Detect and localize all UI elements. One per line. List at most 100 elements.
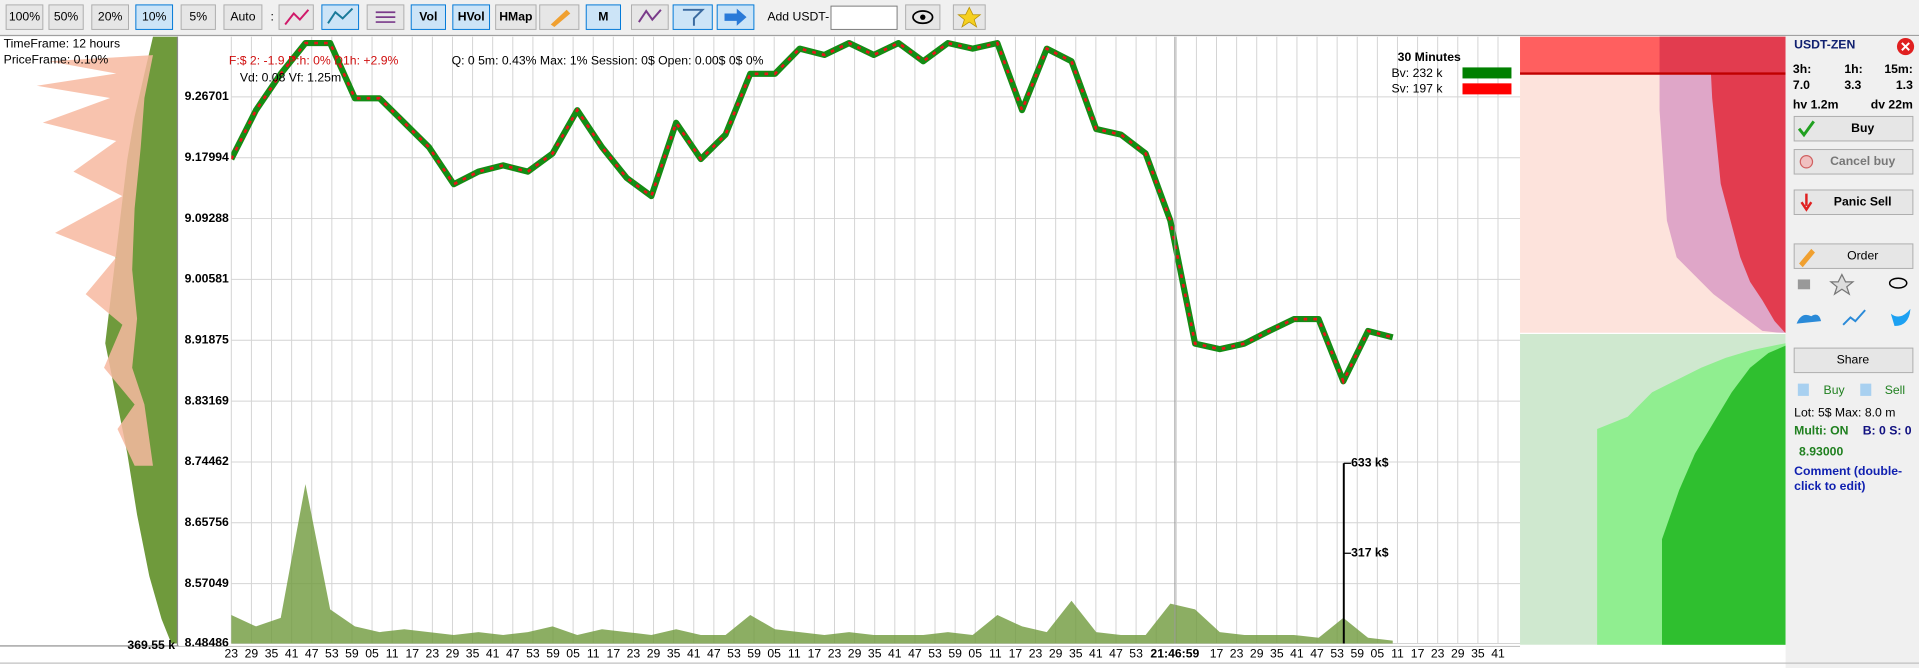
- order-label: Order: [1847, 248, 1878, 262]
- priceframe: PriceFrame: 0.10%: [4, 52, 109, 66]
- zoom-button[interactable]: [180, 4, 216, 30]
- x-tick-label: 29: [245, 647, 259, 661]
- crosshair-label: 21:46:59: [1150, 647, 1199, 661]
- x-tick-label: 11: [587, 647, 600, 661]
- zoom-button[interactable]: [5, 4, 44, 30]
- volume-total: 369.55 k: [127, 638, 175, 652]
- chart: 23 29 35 41 47 53 59 05 11 17 23 29 35 41 47 53 59 05 11 17…: [178, 36, 1521, 661]
- x-tick-label: 35: [265, 647, 279, 661]
- eye-icon[interactable]: [1888, 277, 1908, 289]
- panic-sell-button[interactable]: [1793, 189, 1914, 215]
- zoom-label: 50%: [54, 9, 79, 23]
- zoom-label: 20%: [98, 9, 123, 23]
- comment[interactable]: click to edit): [1794, 479, 1865, 493]
- icon-button[interactable]: [672, 4, 713, 30]
- y-tick-label: 9.17994: [185, 150, 229, 164]
- view-button[interactable]: [452, 4, 491, 30]
- side-panel: USDT-ZEN 3h: 1h: 15m: 7.0 3.3 1.3 hv 1.2…: [1785, 36, 1919, 668]
- mini-sell[interactable]: Sell: [1885, 383, 1905, 397]
- x-tick-label: 05: [1371, 647, 1385, 661]
- order-button[interactable]: [1793, 243, 1914, 269]
- x-tick-label: 35: [667, 647, 681, 661]
- x-tick-label: 47: [305, 647, 319, 661]
- symbol: USDT-ZEN: [1794, 38, 1855, 52]
- x-tick-label: 53: [325, 647, 339, 661]
- mode-button[interactable]: [585, 4, 621, 30]
- zoom-label: 5%: [189, 9, 207, 23]
- x-tick-label: 41: [1491, 647, 1505, 661]
- info-volume: Vd: 0.08 Vf: 1.25m: [240, 71, 341, 85]
- x-tick-label: 17: [1411, 647, 1425, 661]
- y-tick-label: 8.48486: [185, 636, 229, 650]
- price-group: [231, 39, 1394, 385]
- x-tick-label: 29: [848, 647, 862, 661]
- y-tick-label: 8.83169: [185, 393, 229, 407]
- mode-label: M: [598, 9, 608, 23]
- x-tick-label: 59: [948, 647, 962, 661]
- x-tick-label: 35: [868, 647, 882, 661]
- x-tick-label: 29: [1049, 647, 1063, 661]
- icon: [1797, 383, 1809, 396]
- icon: [1800, 193, 1813, 212]
- x-tick-label: 41: [1089, 647, 1103, 661]
- x-tick-label: 47: [506, 647, 520, 661]
- amount-input[interactable]: [830, 5, 898, 30]
- star-icon[interactable]: [1829, 273, 1855, 296]
- x-tick-label: 41: [486, 647, 500, 661]
- period-value: 3.3: [1844, 78, 1861, 92]
- icon: [1797, 120, 1815, 138]
- x-tick-label: 53: [526, 647, 540, 661]
- dv: dv 22m: [1871, 98, 1913, 112]
- view-label: HMap: [499, 9, 532, 23]
- zoom-button[interactable]: [48, 4, 84, 30]
- cloud-icon[interactable]: [1796, 314, 1822, 324]
- view-label: HVol: [458, 9, 485, 23]
- x-tick-label: 29: [1451, 647, 1465, 661]
- x-tick-label: 23: [627, 647, 641, 661]
- share-button[interactable]: [1793, 347, 1914, 374]
- zoom-button[interactable]: [135, 4, 174, 30]
- icon: [682, 8, 705, 26]
- x-tick-label: 29: [446, 647, 460, 661]
- x-tick-label: 29: [1250, 647, 1264, 661]
- x-tick-label: 11: [989, 647, 1002, 661]
- y-tick-label: 9.00581: [185, 272, 229, 286]
- view-label: Vol: [419, 9, 437, 23]
- x-tick-label: 53: [928, 647, 942, 661]
- x-tick-label: 35: [1069, 647, 1083, 661]
- timeframe: TimeFrame: 12 hours: [4, 36, 120, 50]
- y-tick-label: 9.26701: [185, 89, 229, 103]
- add-label: Add USDT-: [767, 9, 829, 23]
- chart-icon[interactable]: [1842, 309, 1866, 326]
- legend-title: 30 Minutes: [1398, 50, 1461, 64]
- view-button[interactable]: [495, 4, 537, 30]
- period: 1h:: [1844, 62, 1862, 76]
- info: Q: 0 5m: 0.43% Max: 1% Session: 0$ Open:…: [452, 54, 764, 68]
- x-tick-label: 47: [1310, 647, 1324, 661]
- comment[interactable]: Comment (double-: [1794, 464, 1902, 478]
- zoom-button[interactable]: [223, 4, 263, 30]
- y-tick-label: 8.74462: [185, 454, 229, 468]
- legend-label: Sv: 197 k: [1392, 82, 1444, 96]
- lock-icon[interactable]: [1797, 279, 1811, 290]
- x-tick-label: 11: [1391, 647, 1404, 661]
- view-button[interactable]: [410, 4, 446, 30]
- cancel-buy-button[interactable]: [1793, 149, 1914, 175]
- x-tick-label: 35: [1270, 647, 1284, 661]
- x-tick-label: 23: [1029, 647, 1043, 661]
- legend-swatch: [1462, 67, 1512, 79]
- icon: [920, 14, 926, 20]
- x-tick-label: 41: [285, 647, 299, 661]
- zoom-button[interactable]: [91, 4, 129, 30]
- zoom-label: 10%: [142, 9, 167, 23]
- mini-buy[interactable]: Buy: [1824, 383, 1846, 397]
- x-tick-label: 59: [546, 647, 560, 661]
- bid-depth: [1661, 345, 1786, 645]
- x-tick-label: 17: [607, 647, 621, 661]
- x-tick-label: 17: [1210, 647, 1224, 661]
- twitter-icon[interactable]: [1890, 308, 1911, 327]
- x-tick-label: 53: [1129, 647, 1143, 661]
- x-tick-label: 53: [727, 647, 741, 661]
- buy-button[interactable]: [1793, 115, 1914, 142]
- volume-profile: [105, 36, 178, 644]
